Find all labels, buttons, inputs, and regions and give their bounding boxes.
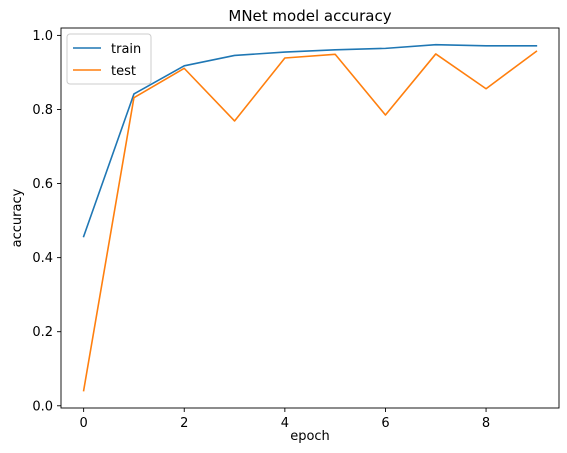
y-tick-label: 0.0 bbox=[32, 399, 53, 414]
x-tick-label: 8 bbox=[482, 416, 490, 431]
y-tick-label: 0.6 bbox=[32, 177, 53, 192]
x-tick-label: 4 bbox=[281, 416, 289, 431]
legend-label-train: train bbox=[111, 42, 141, 57]
series-line-test bbox=[82, 50, 538, 392]
series-line-train bbox=[82, 43, 538, 238]
legend-label-test: test bbox=[111, 64, 136, 79]
y-tick-label: 0.8 bbox=[32, 103, 53, 118]
chart-title: MNet model accuracy bbox=[228, 7, 391, 25]
x-axis-label: epoch bbox=[290, 429, 330, 444]
y-tick-label: 0.4 bbox=[32, 251, 53, 266]
x-tick-label: 6 bbox=[381, 416, 389, 431]
x-tick-label: 2 bbox=[180, 416, 188, 431]
series-layer bbox=[82, 43, 538, 392]
y-tick-label: 0.2 bbox=[32, 325, 53, 340]
y-tick-label: 1.0 bbox=[32, 29, 53, 44]
legend: train test bbox=[66, 33, 152, 85]
x-axis-ticks: 0 2 4 6 8 bbox=[79, 408, 490, 431]
x-tick-label: 0 bbox=[79, 416, 87, 431]
legend-box bbox=[66, 33, 152, 85]
y-axis-label: accuracy bbox=[10, 188, 25, 247]
axes-frame bbox=[60, 27, 560, 409]
y-axis-ticks: 0.0 0.2 0.4 0.6 0.8 1.0 bbox=[32, 29, 61, 414]
